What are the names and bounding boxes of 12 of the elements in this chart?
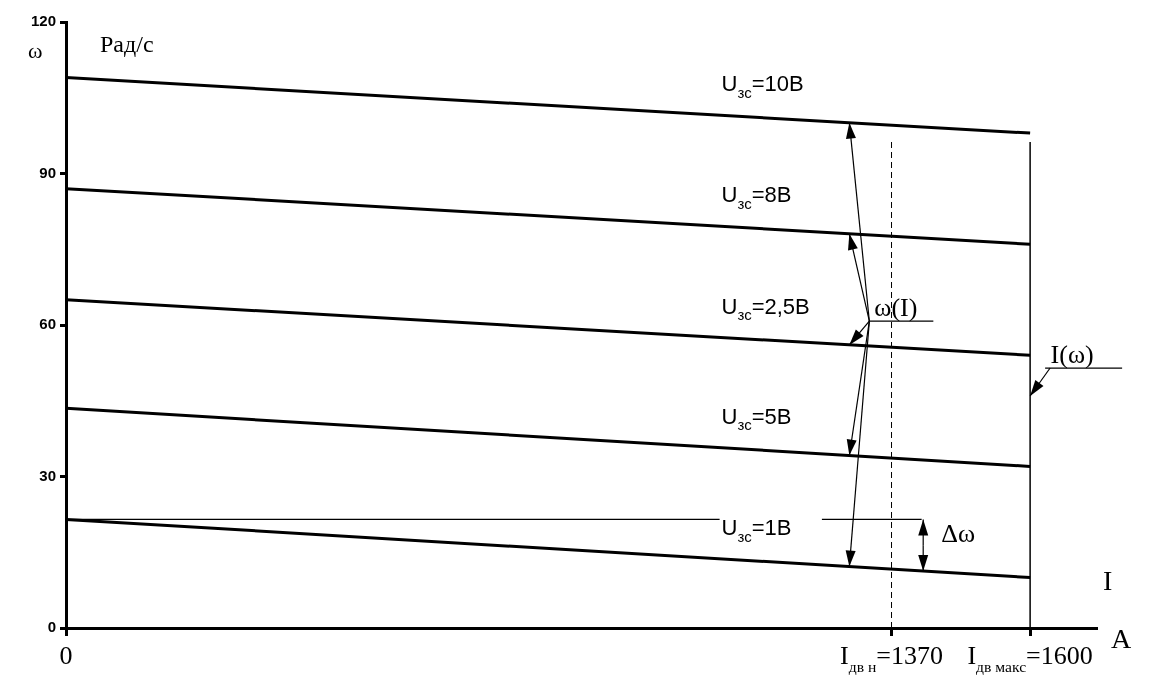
annotation: I(ω) xyxy=(1050,340,1094,370)
x-axis-title: A xyxy=(1111,623,1132,654)
y-tick-label: 30 xyxy=(39,466,56,484)
annotation: ω(I) xyxy=(874,293,918,323)
y-tick-label: 120 xyxy=(30,12,56,30)
y-tick-label: 90 xyxy=(39,163,56,181)
y-tick-label: 0 xyxy=(47,618,56,636)
text: I xyxy=(1103,565,1113,596)
annotation: Δω xyxy=(941,519,976,548)
y-tick-label: 60 xyxy=(39,315,56,333)
y-axis-title: ω xyxy=(28,38,43,63)
annotation: Рад/с xyxy=(100,31,154,57)
